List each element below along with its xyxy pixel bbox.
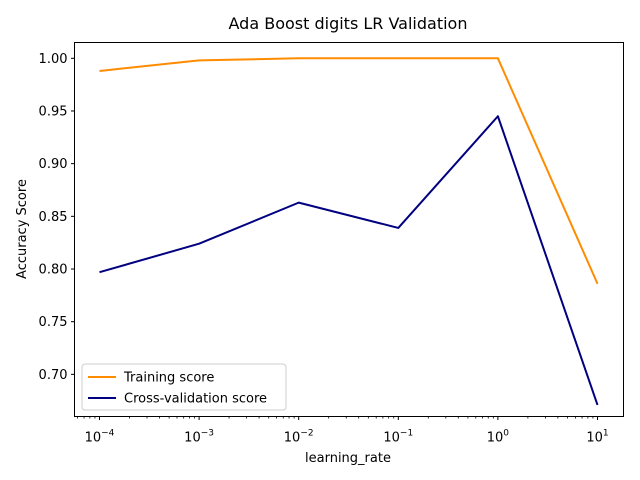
x-tick-exponent: −1 — [400, 429, 413, 439]
x-tick-label: 10−3 — [184, 429, 214, 446]
series-line-0 — [99, 57, 599, 285]
x-tick-base: 10 — [383, 431, 400, 446]
y-axis-ticks: 0.70 0.75 0.80 0.85 0.90 0.95 1.00 — [39, 52, 75, 383]
series-lines — [99, 57, 599, 406]
chart-title: Ada Boost digits LR Validation — [229, 14, 468, 33]
series-line-1 — [99, 115, 599, 406]
x-tick-label: 10−2 — [284, 429, 314, 446]
x-tick-base: 10 — [284, 431, 301, 446]
x-tick-base: 10 — [586, 431, 603, 446]
x-tick-base: 10 — [85, 431, 102, 446]
legend-label: Cross-validation score — [124, 392, 267, 407]
y-tick-label: 1.00 — [39, 52, 68, 67]
x-tick-label: 100 — [487, 429, 510, 446]
x-axis-label: learning_rate — [305, 451, 391, 466]
legend-label: Training score — [123, 371, 214, 386]
x-tick-exponent: 0 — [503, 429, 509, 439]
x-tick-label: 101 — [586, 429, 608, 446]
x-tick-exponent: −3 — [201, 429, 214, 439]
x-tick-base: 10 — [487, 431, 504, 446]
x-axis-ticks: 10−4 10−3 10−2 10−1 100 101 — [77, 416, 609, 446]
x-tick-label: 10−1 — [383, 429, 413, 446]
legend: Training score Cross-validation score — [81, 363, 287, 411]
x-tick-base: 10 — [184, 431, 201, 446]
x-tick-exponent: −4 — [101, 429, 115, 439]
x-tick-label: 10−4 — [85, 429, 115, 446]
y-tick-label: 0.70 — [39, 368, 68, 383]
legend-box — [81, 363, 287, 411]
y-tick-label: 0.80 — [39, 263, 68, 278]
y-tick-label: 0.90 — [39, 157, 68, 172]
y-tick-label: 0.95 — [39, 104, 68, 119]
y-axis-label: Accuracy Score — [15, 179, 30, 279]
x-tick-exponent: −2 — [300, 429, 313, 439]
x-tick-exponent: 1 — [603, 429, 609, 439]
plot-frame — [74, 42, 624, 417]
y-tick-label: 0.75 — [39, 315, 68, 330]
y-tick-label: 0.85 — [39, 210, 68, 225]
